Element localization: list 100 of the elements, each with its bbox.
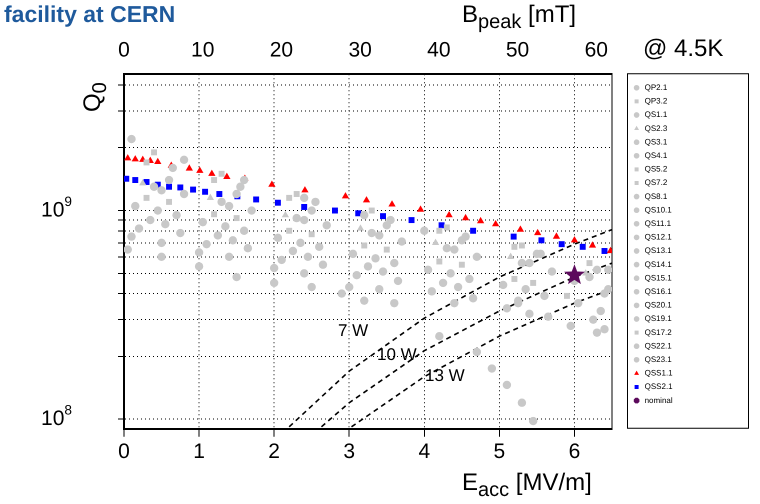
point xyxy=(211,211,218,218)
point xyxy=(408,217,415,224)
point xyxy=(558,241,565,248)
point xyxy=(356,224,364,231)
point xyxy=(154,158,162,164)
point xyxy=(221,222,230,231)
point xyxy=(139,179,146,186)
point xyxy=(492,220,500,226)
point xyxy=(518,398,526,407)
point xyxy=(176,228,185,238)
point xyxy=(180,190,188,198)
point xyxy=(292,214,301,222)
point xyxy=(534,228,542,236)
point xyxy=(444,224,450,230)
point xyxy=(270,278,278,288)
point xyxy=(465,274,474,284)
legend-label: QS13.1 xyxy=(644,246,672,256)
point xyxy=(236,182,245,191)
point xyxy=(342,192,350,198)
point xyxy=(318,260,328,269)
point xyxy=(476,216,484,224)
point xyxy=(445,210,453,218)
point xyxy=(602,248,608,254)
point xyxy=(198,218,208,226)
point xyxy=(371,254,380,263)
legend-label: QS19.1 xyxy=(644,314,672,324)
point xyxy=(268,180,276,187)
point xyxy=(202,240,211,248)
point xyxy=(124,245,132,254)
point xyxy=(375,231,384,240)
point xyxy=(368,228,376,238)
point xyxy=(468,294,478,302)
point xyxy=(600,325,609,334)
point xyxy=(232,272,241,282)
legend-label: QS15.1 xyxy=(644,273,672,282)
point xyxy=(131,202,140,210)
point xyxy=(234,215,240,222)
point xyxy=(144,194,150,201)
point xyxy=(161,220,170,228)
point xyxy=(150,182,158,191)
point xyxy=(438,278,448,288)
point xyxy=(580,244,586,250)
x-tick-label: 1 xyxy=(193,440,205,464)
point xyxy=(180,156,188,164)
point xyxy=(307,206,316,215)
chart-title: facility at CERN xyxy=(4,1,176,28)
point xyxy=(552,232,560,239)
point xyxy=(592,266,602,274)
point xyxy=(450,298,459,308)
point xyxy=(206,194,214,200)
point xyxy=(286,194,292,201)
legend-label: QS7.2 xyxy=(644,178,668,188)
point xyxy=(516,225,524,232)
point xyxy=(345,282,354,292)
point xyxy=(384,246,390,253)
point xyxy=(190,186,196,193)
point xyxy=(502,304,512,313)
point xyxy=(518,258,526,268)
point xyxy=(462,214,470,220)
point xyxy=(436,228,442,234)
point xyxy=(564,264,585,284)
x-axis-title: E$_{acc}$ [MV/m] xyxy=(462,469,592,501)
point xyxy=(166,184,172,190)
point xyxy=(308,231,315,238)
point xyxy=(428,287,436,296)
point xyxy=(521,284,530,294)
point xyxy=(540,292,549,300)
point xyxy=(144,159,150,166)
point xyxy=(368,208,375,214)
point xyxy=(470,228,476,234)
point xyxy=(202,188,208,195)
x2-tick-label: 30 xyxy=(348,38,372,62)
point xyxy=(450,245,459,254)
point xyxy=(124,154,132,160)
point xyxy=(424,266,432,274)
point xyxy=(211,177,218,184)
point xyxy=(589,315,598,324)
point xyxy=(570,236,578,242)
point xyxy=(300,216,308,224)
point xyxy=(574,298,582,308)
x-tick-label: 3 xyxy=(343,440,356,464)
point xyxy=(604,266,612,274)
x2-tick-label: 40 xyxy=(427,38,451,62)
point xyxy=(294,191,300,197)
point xyxy=(168,164,177,172)
point xyxy=(300,194,308,202)
point xyxy=(436,258,442,264)
point xyxy=(435,332,444,340)
point xyxy=(322,221,331,230)
point xyxy=(217,198,226,206)
legend-label: QS2.3 xyxy=(644,124,668,133)
point xyxy=(390,258,398,268)
point xyxy=(604,284,612,294)
legend-label: QS11.1 xyxy=(644,219,672,228)
point xyxy=(218,170,225,177)
point xyxy=(274,200,281,206)
point xyxy=(566,322,575,330)
text: @ 4.5K xyxy=(643,35,724,62)
point xyxy=(472,252,482,262)
point xyxy=(390,298,398,308)
